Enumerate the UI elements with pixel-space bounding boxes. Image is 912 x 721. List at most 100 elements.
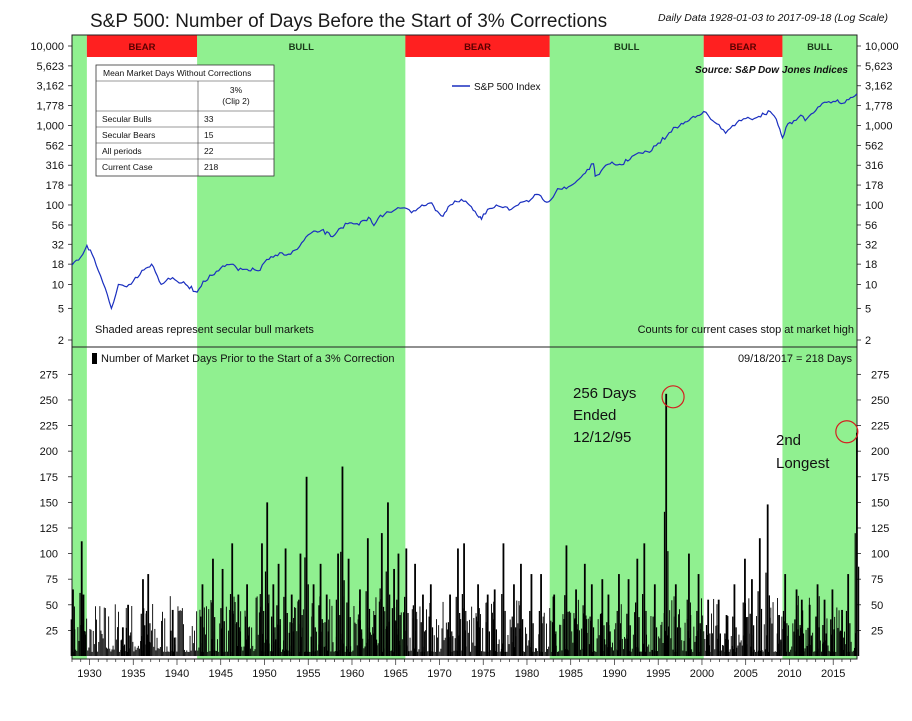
- correction-bar: [532, 623, 534, 656]
- correction-bar: [284, 548, 287, 656]
- correction-bar: [511, 616, 513, 656]
- correction-bar: [522, 651, 524, 656]
- correction-bar: [475, 616, 477, 656]
- y-tick-label: 75: [871, 574, 883, 586]
- x-tick-label: 1985: [558, 668, 582, 680]
- correction-bar: [504, 610, 506, 656]
- y-tick-label: 1,778: [36, 101, 64, 113]
- correction-bar: [854, 647, 855, 656]
- correction-bar: [823, 599, 826, 656]
- correction-bar: [164, 618, 166, 656]
- correction-bar: [479, 627, 481, 656]
- correction-bar: [282, 649, 283, 656]
- correction-bar: [304, 557, 306, 656]
- correction-bar: [207, 651, 209, 656]
- correction-bar: [451, 631, 453, 656]
- correction-bar: [96, 619, 97, 656]
- correction-bar: [693, 626, 695, 656]
- correction-bar: [155, 650, 157, 656]
- regime-header-bull: [782, 35, 857, 57]
- correction-bar: [485, 622, 487, 656]
- correction-bar: [549, 608, 551, 656]
- correction-bar: [777, 598, 778, 656]
- correction-bar: [192, 643, 194, 656]
- correction-bar: [480, 614, 481, 656]
- correction-bar: [445, 622, 447, 656]
- correction-bar: [536, 648, 537, 656]
- correction-bar: [74, 629, 76, 656]
- correction-bar: [310, 636, 312, 656]
- correction-bar: [772, 602, 774, 656]
- correction-bar: [114, 604, 116, 656]
- correction-bar: [332, 642, 334, 656]
- correction-bar: [712, 633, 713, 656]
- chart-title: S&P 500: Number of Days Before the Start…: [90, 11, 607, 32]
- correction-bar: [158, 648, 160, 656]
- correction-bar: [330, 651, 332, 656]
- correction-bar: [108, 616, 110, 656]
- correction-bar: [298, 599, 300, 656]
- correction-bar: [343, 580, 345, 656]
- correction-bar: [763, 624, 765, 656]
- x-tick-label: 2000: [690, 668, 714, 680]
- table-row-label: Secular Bears: [102, 130, 155, 140]
- top-y-axis: 10,000 10,000 5,623 5,623 3,162 3,162 1,778 1,7…: [30, 41, 898, 347]
- correction-bar: [389, 594, 391, 656]
- y-tick-label: 150: [40, 497, 58, 509]
- correction-bar: [790, 649, 792, 656]
- correction-bar: [620, 604, 622, 656]
- correction-bar: [546, 623, 547, 656]
- counts-note: Counts for current cases stop at market …: [638, 324, 854, 336]
- annotation-1995-line1: 256 Days: [573, 385, 636, 402]
- correction-bar: [603, 625, 605, 656]
- correction-bar: [419, 606, 421, 656]
- correction-bar: [287, 650, 289, 656]
- correction-bar: [309, 651, 311, 656]
- correction-bar: [322, 622, 324, 656]
- correction-bar: [459, 612, 461, 656]
- correction-bar: [258, 612, 260, 656]
- correction-bar: [121, 627, 124, 656]
- correction-bar: [355, 623, 357, 656]
- correction-bar: [254, 649, 256, 656]
- correction-bar: [474, 645, 476, 656]
- correction-bar: [269, 651, 271, 656]
- x-tick-label: 1935: [121, 668, 145, 680]
- correction-bar: [748, 598, 750, 656]
- correction-bar: [344, 651, 346, 656]
- correction-bar: [807, 627, 809, 656]
- correction-bar: [396, 599, 398, 656]
- correction-bar: [845, 644, 847, 656]
- highlight-circle-1995: [661, 385, 685, 409]
- y-tick-label: 200: [871, 446, 889, 458]
- correction-bar: [261, 543, 263, 656]
- correction-bar: [816, 584, 819, 656]
- correction-bar: [457, 548, 459, 656]
- correction-bar: [264, 642, 266, 656]
- correction-bar: [420, 622, 422, 656]
- correction-bar: [353, 606, 355, 656]
- correction-bar: [756, 616, 757, 656]
- correction-bar: [382, 606, 385, 656]
- correction-bar: [341, 466, 344, 656]
- correction-bar: [411, 609, 413, 656]
- correction-bar: [738, 634, 740, 656]
- correction-bar: [357, 619, 359, 656]
- correction-bar: [520, 563, 522, 656]
- y-tick-label: 100: [871, 549, 889, 561]
- correction-bar: [103, 607, 105, 656]
- correction-bar: [346, 602, 348, 656]
- y-tick-label: 3,162: [865, 81, 893, 93]
- correction-bar: [765, 572, 767, 656]
- correction-bar: [340, 551, 342, 656]
- correction-bar: [429, 602, 431, 656]
- correction-bar: [173, 637, 176, 656]
- table-row-label: Current Case: [102, 162, 153, 172]
- correction-bar: [508, 644, 510, 656]
- correction-bar: [125, 627, 127, 656]
- correction-bar: [277, 563, 280, 656]
- correction-bar: [159, 646, 161, 656]
- correction-bar: [583, 613, 585, 656]
- correction-bar: [733, 649, 734, 656]
- y-tick-label: 250: [40, 395, 58, 407]
